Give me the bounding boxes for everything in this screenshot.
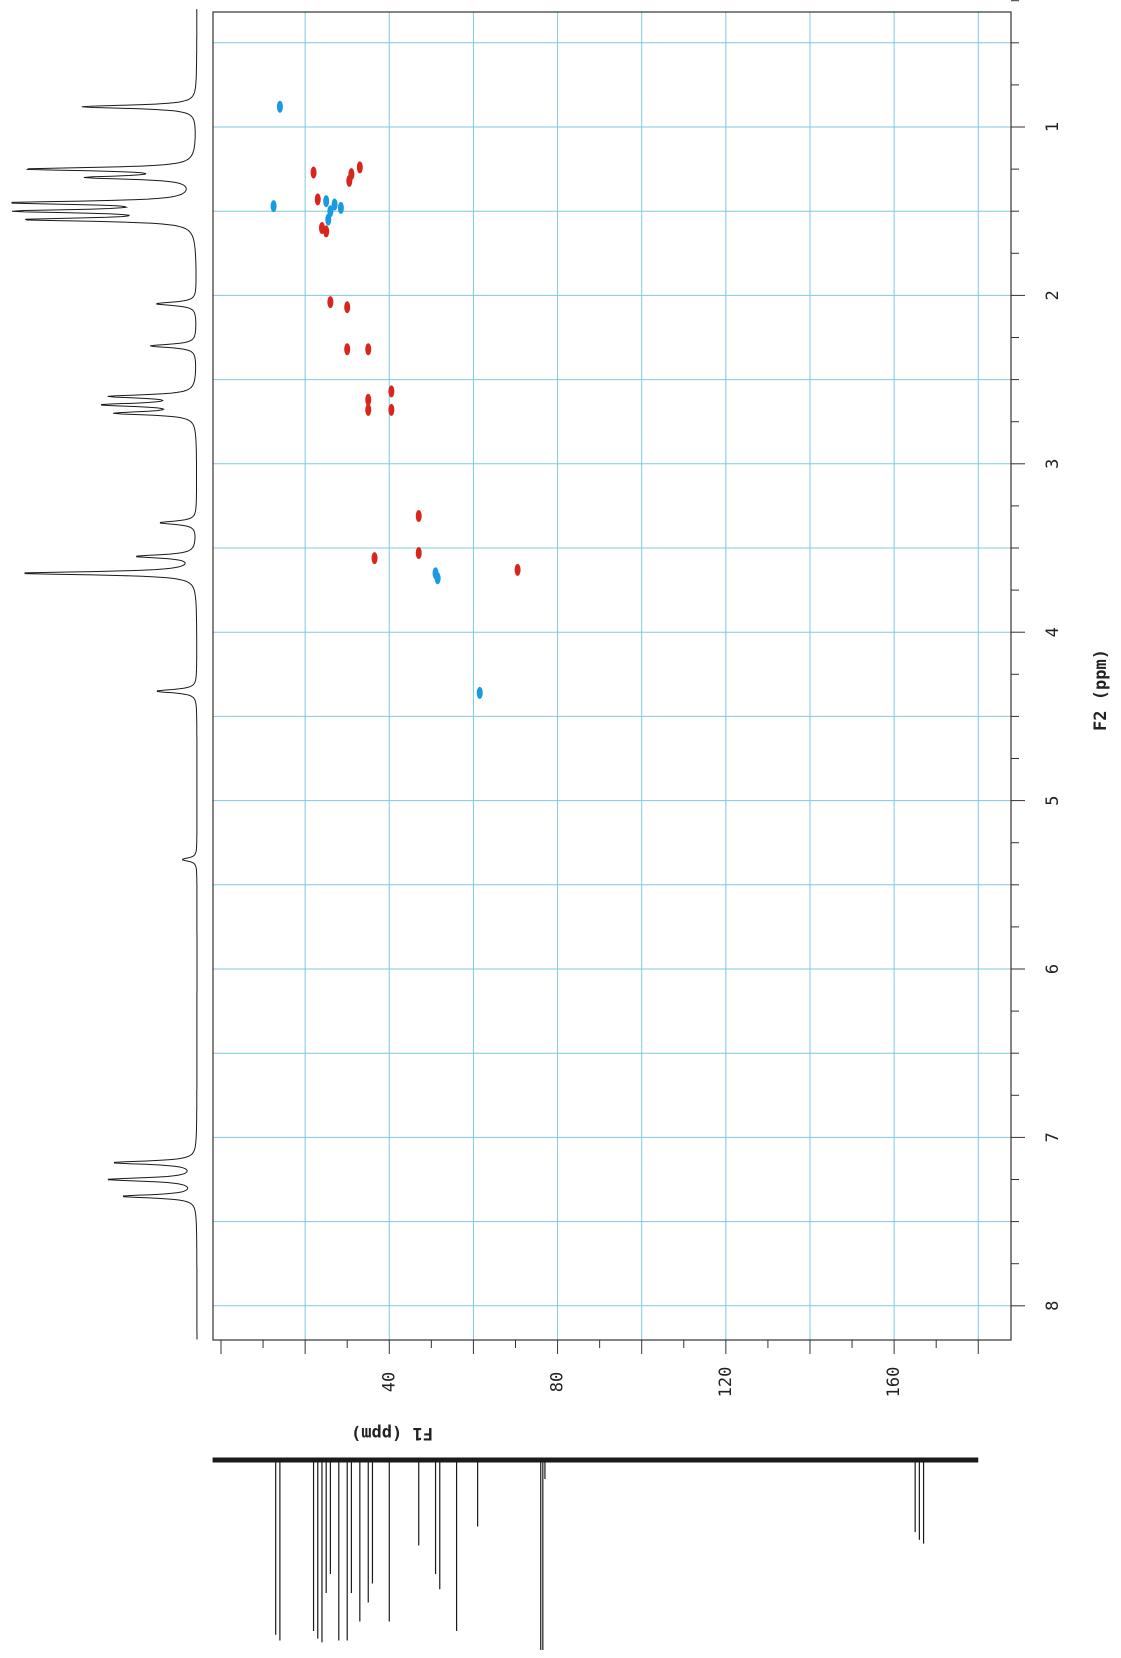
- f2-tick-label: 1: [1043, 122, 1063, 132]
- cross-peak: [365, 393, 372, 406]
- f1-tick-label: 80: [548, 1372, 568, 1392]
- proton-1d-trace: [11, 9, 198, 1340]
- cross-peak: [388, 385, 395, 398]
- cross-peak: [344, 343, 351, 356]
- cross-peak: [327, 296, 334, 309]
- cross-peak: [415, 510, 422, 523]
- f2-tick-label: 6: [1043, 964, 1063, 974]
- cross-peak: [476, 686, 483, 699]
- cross-peaks: [270, 100, 521, 699]
- cross-peak: [434, 572, 441, 585]
- cross-peak: [356, 161, 363, 174]
- f1-tick-label: 40: [379, 1372, 399, 1392]
- f2-axis-label: F2 (ppm): [1091, 649, 1111, 731]
- f2-tick-label: 7: [1043, 1132, 1063, 1142]
- cross-peak: [314, 193, 321, 206]
- f1-axis-label: F1 (ppm): [351, 1423, 433, 1443]
- proton-trace-line: [11, 9, 198, 1340]
- cross-peak: [415, 547, 422, 560]
- grid-lines: [213, 12, 1011, 1340]
- plot-frame: [212, 11, 1012, 1341]
- cross-peak: [323, 225, 330, 238]
- cross-peak: [337, 201, 344, 214]
- f2-tick-label: 4: [1043, 627, 1063, 637]
- cross-peak: [331, 198, 338, 211]
- cross-peak: [514, 563, 521, 576]
- cross-peak: [365, 343, 372, 356]
- f1-tick-label: 120: [716, 1367, 736, 1398]
- cross-peak: [310, 166, 317, 179]
- cross-peak: [276, 100, 283, 113]
- cross-peak: [346, 174, 353, 187]
- f1-tick-label: 160: [884, 1367, 904, 1398]
- cross-peak: [388, 403, 395, 416]
- cross-peak: [344, 301, 351, 314]
- f2-tick-label: 2: [1043, 290, 1063, 300]
- cross-peak: [325, 213, 332, 226]
- cross-peak: [270, 200, 277, 213]
- cross-peak: [323, 195, 330, 208]
- f2-tick-label: 8: [1043, 1301, 1063, 1311]
- f2-tick-label: 3: [1043, 459, 1063, 469]
- cross-peak: [371, 552, 378, 565]
- axis-ticks: 1 2 3 4 5 6 7 8 40 80 120 160: [220, 0, 1063, 1398]
- cross-peak: [365, 403, 372, 416]
- f2-tick-label: 5: [1043, 795, 1063, 805]
- carbon-1d-trace: [212, 1457, 979, 1650]
